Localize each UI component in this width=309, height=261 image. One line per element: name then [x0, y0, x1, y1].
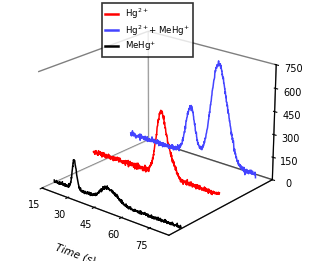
X-axis label: Time (s): Time (s) [53, 242, 96, 261]
Legend: Hg$^{2+}$, Hg$^{2+}$+ MeHg$^{+}$, MeHg$^{+}$: Hg$^{2+}$, Hg$^{2+}$+ MeHg$^{+}$, MeHg$^… [102, 3, 193, 57]
